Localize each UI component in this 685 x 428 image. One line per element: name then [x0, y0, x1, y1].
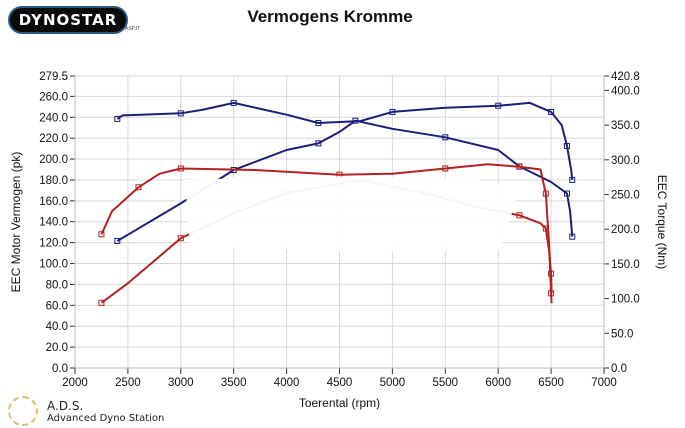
y2-tick-label: 200.0	[611, 224, 640, 236]
data-marker	[516, 163, 523, 170]
data-marker	[542, 190, 549, 197]
data-marker	[516, 212, 523, 219]
y-tick-label: 60.0	[46, 300, 68, 312]
y2-tick-label: 0.0	[611, 363, 627, 375]
data-marker	[389, 108, 396, 115]
y-tick-label: 140.0	[39, 217, 68, 229]
y-tick-label: 120.0	[39, 238, 68, 250]
data-marker	[230, 99, 237, 106]
data-marker	[542, 225, 549, 232]
x-tick-label: 2500	[115, 377, 141, 389]
ads-logo-icon	[8, 396, 38, 426]
ads-subtitle: Advanced Dyno Station	[47, 413, 165, 424]
y-tick-label: 220.0	[39, 133, 68, 145]
x-tick-label: 6500	[538, 377, 564, 389]
series-line-2	[100, 163, 553, 304]
y-tick-label: 0.0	[52, 363, 68, 375]
data-marker	[352, 117, 359, 124]
y-tick-label: 260.0	[39, 91, 68, 103]
x-tick-label: 2000	[62, 377, 88, 389]
x-tick-label: 5000	[380, 377, 406, 389]
x-tick-label: 3500	[221, 377, 247, 389]
y2-tick-label: 400.0	[611, 85, 640, 97]
series-line-1	[116, 119, 574, 242]
x-axis-label: Toerental (rpm)	[299, 396, 380, 410]
data-marker	[98, 231, 105, 238]
y-tick-label: 80.0	[46, 279, 68, 291]
y-tick-label: 160.0	[39, 196, 68, 208]
x-tick-label: 4500	[327, 377, 353, 389]
data-marker	[114, 115, 121, 122]
data-marker	[569, 176, 576, 183]
y-tick-label: 100.0	[39, 259, 68, 271]
y2-tick-label: 350.0	[611, 120, 640, 132]
data-marker	[177, 110, 184, 117]
dynostar-logo: DYNOSTAR	[8, 6, 128, 34]
data-marker	[442, 165, 449, 172]
y2-tick-label: 50.0	[611, 328, 633, 340]
y-tick-label: 180.0	[39, 175, 68, 187]
data-marker	[442, 134, 449, 141]
y2-tick-label: 100.0	[611, 294, 640, 306]
y-tick-label: 40.0	[46, 321, 68, 333]
data-marker	[114, 237, 121, 244]
y-tick-label: 279.5	[39, 71, 68, 83]
x-tick-label: 4000	[274, 377, 300, 389]
data-marker	[315, 140, 322, 147]
data-marker	[135, 184, 142, 191]
data-marker	[563, 142, 570, 149]
chart-title: Vermogens Kromme	[247, 7, 413, 26]
y2-tick-label: 150.0	[611, 259, 640, 271]
series-line-0	[116, 101, 574, 181]
y2-tick-label: 420.8	[611, 71, 640, 83]
logo-sub: ASP.IT	[125, 26, 141, 32]
data-marker	[315, 120, 322, 127]
y2-tick-label: 250.0	[611, 190, 640, 202]
y-axis-label: EEC Motor Vermogen (pk)	[9, 152, 23, 293]
y-tick-label: 200.0	[39, 154, 68, 166]
x-tick-label: 3000	[168, 377, 194, 389]
logo-text: DYNOSTAR	[18, 11, 118, 29]
y-tick-label: 20.0	[46, 342, 68, 354]
y-tick-label: 240.0	[39, 112, 68, 124]
data-marker	[569, 233, 576, 240]
data-marker	[177, 235, 184, 242]
data-marker	[548, 108, 555, 115]
occlusion-patch	[185, 176, 520, 252]
data-marker	[548, 270, 555, 277]
x-tick-label: 7000	[591, 377, 617, 389]
data-marker	[495, 102, 502, 109]
data-marker	[563, 190, 570, 197]
x-tick-label: 6000	[485, 377, 511, 389]
x-tick-label: 5500	[433, 377, 459, 389]
ads-name: A.D.S.	[47, 399, 84, 413]
data-marker	[98, 299, 105, 306]
y2-tick-label: 300.0	[611, 155, 640, 167]
data-marker	[177, 165, 184, 172]
y2-axis-label: EEC Torque (Nm)	[655, 175, 669, 269]
